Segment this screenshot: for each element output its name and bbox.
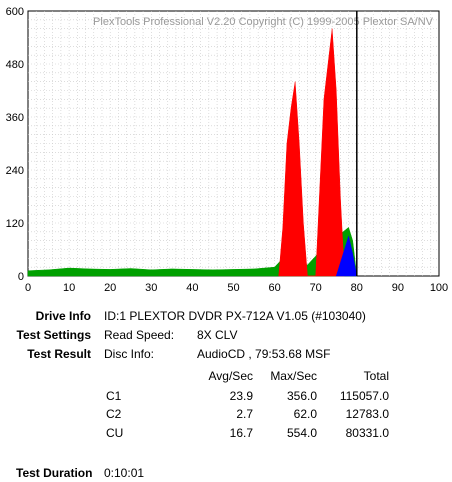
y-tick-label: 480 — [6, 59, 24, 71]
x-tick-labels: 0 10 20 30 40 50 60 70 80 90 100 — [25, 282, 448, 294]
y-tick-label: 0 — [18, 271, 24, 283]
x-tick-label: 90 — [392, 282, 404, 294]
row-cu-name: CU — [106, 426, 124, 440]
row-c2-max: 62.0 — [293, 407, 317, 421]
y-tick-label: 360 — [6, 112, 24, 124]
drive-info-label: Drive Info — [35, 309, 91, 323]
grid-lines — [28, 11, 439, 276]
chart-title: PlexTools Professional V2.20 Copyright (… — [93, 16, 434, 28]
series-c2-area — [278, 28, 345, 277]
y-tick-labels: 0 120 240 360 480 600 — [6, 6, 24, 283]
x-tick-label: 30 — [145, 282, 157, 294]
x-tick-label: 0 — [25, 282, 31, 294]
x-tick-label: 100 — [430, 282, 448, 294]
row-c1-total: 115057.0 — [339, 389, 389, 403]
read-speed-label: Read Speed: — [104, 328, 175, 342]
header-total: Total — [363, 369, 389, 383]
row-c1-name: C1 — [106, 389, 122, 403]
test-result-label: Test Result — [27, 347, 91, 361]
y-tick-label: 600 — [6, 6, 24, 18]
row-cu-total: 80331.0 — [345, 426, 389, 440]
x-tick-label: 60 — [268, 282, 280, 294]
drive-info-value: ID:1 PLEXTOR DVDR PX-712A V1.05 (#103040… — [104, 309, 366, 323]
row-c2-name: C2 — [106, 407, 122, 421]
x-tick-label: 50 — [227, 282, 239, 294]
test-settings-label: Test Settings — [16, 328, 91, 342]
read-speed-value: 8X CLV — [197, 328, 238, 342]
y-tick-label: 120 — [6, 218, 24, 230]
row-cu-max: 554.0 — [286, 426, 317, 440]
disc-info-value: AudioCD , 79:53.68 MSF — [197, 347, 331, 361]
y-tick-label: 240 — [6, 165, 24, 177]
chart-svg: PlexTools Professional V2.20 Copyright (… — [6, 6, 449, 294]
disc-info-label: Disc Info: — [104, 347, 155, 361]
row-c2-total: 12783.0 — [345, 407, 389, 421]
header-avg: Avg/Sec — [208, 369, 253, 383]
header-max: Max/Sec — [270, 369, 317, 383]
x-tick-label: 40 — [186, 282, 198, 294]
row-c1-avg: 23.9 — [229, 389, 253, 403]
test-duration-label: Test Duration — [16, 466, 93, 480]
row-cu-avg: 16.7 — [229, 426, 253, 440]
error-rate-chart: PlexTools Professional V2.20 Copyright (… — [6, 6, 449, 294]
test-duration-value: 0:10:01 — [104, 466, 145, 480]
x-tick-label: 70 — [310, 282, 322, 294]
row-c1-max: 356.0 — [286, 389, 317, 403]
x-tick-label: 20 — [104, 282, 116, 294]
x-tick-label: 10 — [63, 282, 75, 294]
series-layer — [27, 28, 358, 277]
x-tick-label: 80 — [351, 282, 363, 294]
row-c2-avg: 2.7 — [236, 407, 253, 421]
